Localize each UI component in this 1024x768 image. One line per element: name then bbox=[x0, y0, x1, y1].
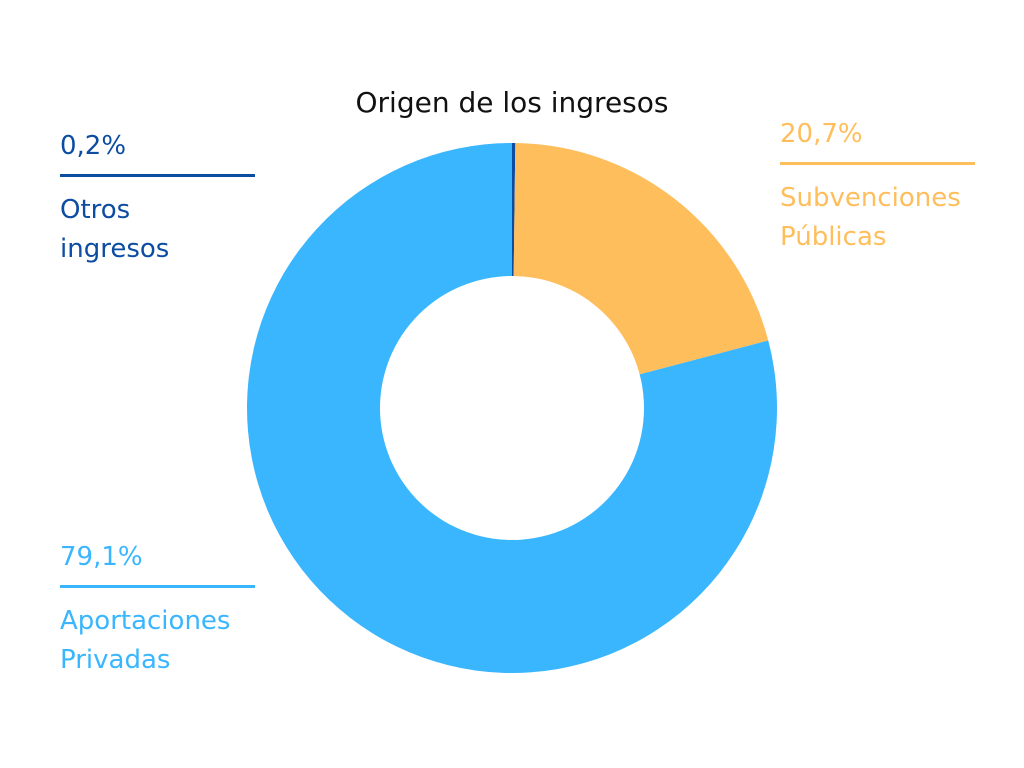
legend-subvenciones-publicas: 20,7% Subvenciones Públicas bbox=[780, 118, 975, 257]
legend-percentage: 79,1% bbox=[60, 542, 143, 572]
legend-percentage: 0,2% bbox=[60, 131, 127, 161]
legend-aportaciones-privadas: 79,1% Aportaciones Privadas bbox=[60, 541, 255, 680]
legend-rule bbox=[60, 174, 255, 177]
chart-title: Origen de los ingresos bbox=[355, 86, 669, 119]
slice-aportaciones-privadas bbox=[247, 143, 777, 673]
legend-label-line-2: Privadas bbox=[60, 645, 171, 675]
legend-percentage: 20,7% bbox=[780, 119, 863, 149]
legend-rule bbox=[780, 162, 975, 165]
legend-label-line-2: ingresos bbox=[60, 234, 170, 264]
slice-otros-ingresos bbox=[512, 143, 516, 277]
slice-subvenciones-publicas bbox=[513, 143, 769, 375]
donut-slices bbox=[247, 143, 777, 673]
legend-otros-ingresos: 0,2% Otros ingresos bbox=[60, 130, 255, 269]
legend-label-line-1: Otros bbox=[60, 195, 131, 225]
legend-label-line-1: Subvenciones bbox=[780, 183, 961, 213]
legend-label-line-1: Aportaciones bbox=[60, 606, 231, 636]
legend-label-line-2: Públicas bbox=[780, 222, 887, 252]
legend-rule bbox=[60, 585, 255, 588]
